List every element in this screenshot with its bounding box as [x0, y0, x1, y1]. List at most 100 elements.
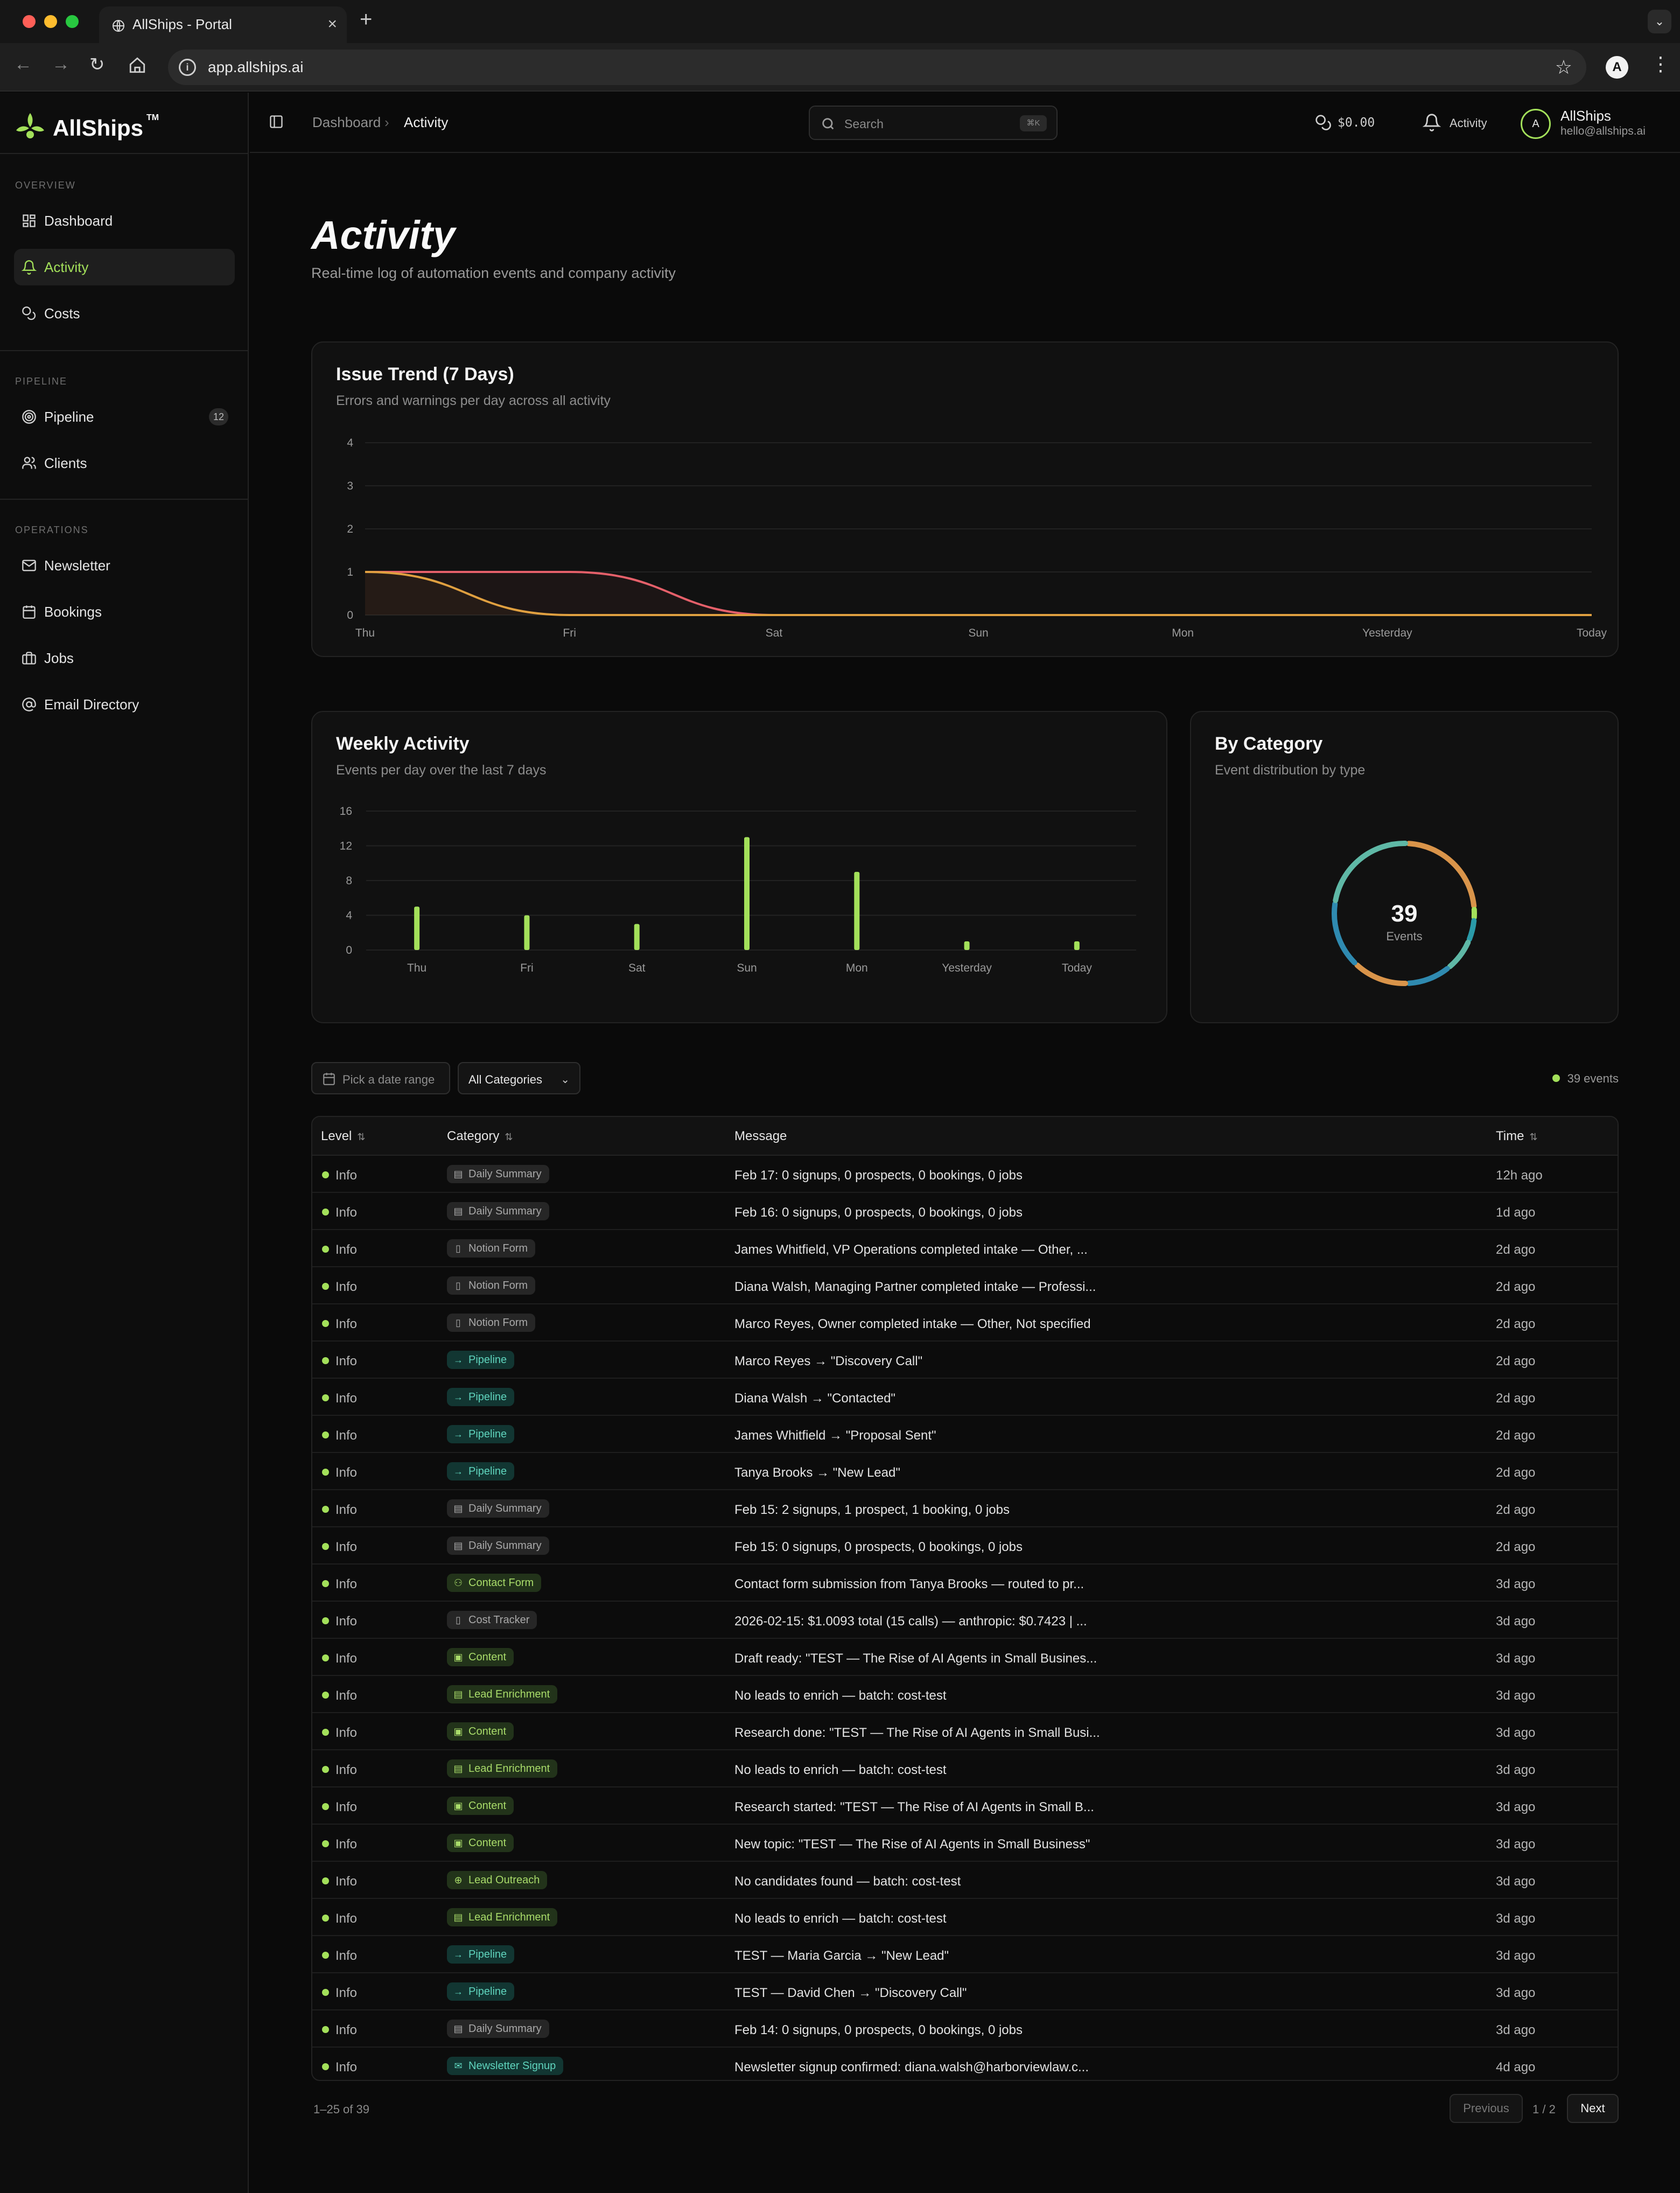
- sidebar-item-newsletter[interactable]: Newsletter: [14, 547, 235, 584]
- column-header-category[interactable]: Category ⇅: [447, 1129, 513, 1143]
- table-row[interactable]: Info ▣ Content New topic: "TEST — The Rise …: [312, 1825, 1618, 1862]
- sidebar-item-label: Jobs: [44, 650, 74, 666]
- window-zoom-button[interactable]: [66, 15, 79, 28]
- chevron-down-icon: ⌄: [561, 1074, 570, 1086]
- table-row[interactable]: Info → Pipeline James Whitfield → "Proposal…: [312, 1416, 1618, 1453]
- previous-page-button[interactable]: Previous: [1450, 2094, 1523, 2123]
- table-row[interactable]: Info ▤ Lead Enrichment No leads to enrich —…: [312, 1899, 1618, 1936]
- category-badge: ▯ Notion Form: [447, 1239, 536, 1258]
- table-row[interactable]: Info → Pipeline Marco Reyes → "Discovery Ca…: [312, 1342, 1618, 1379]
- time-cell: 12h ago: [1496, 1168, 1543, 1183]
- table-row[interactable]: Info ▯ Notion Form Marco Reyes, Owner compl…: [312, 1304, 1618, 1342]
- search-input[interactable]: Search ⌘K: [809, 106, 1058, 140]
- by-category-card: By Category Event distribution by type 3…: [1190, 711, 1619, 1023]
- y-tick-label: 16: [340, 805, 352, 818]
- category-badge: ▣ Content: [447, 1722, 514, 1741]
- sidebar-item-dashboard[interactable]: Dashboard: [14, 202, 235, 239]
- bar: [854, 871, 860, 950]
- sidebar-item-bookings[interactable]: Bookings: [14, 593, 235, 630]
- browser-tab[interactable]: AllShips - Portal ×: [99, 6, 347, 43]
- sidebar-item-pipeline[interactable]: Pipeline 12: [14, 399, 235, 435]
- table-row[interactable]: Info ▣ Content Draft ready: "TEST — The Ris…: [312, 1639, 1618, 1676]
- back-arrow-icon[interactable]: ←: [14, 54, 32, 74]
- x-tick-label: Fri: [563, 627, 576, 639]
- time-cell: 2d ago: [1496, 1317, 1536, 1331]
- column-header-level[interactable]: Level ⇅: [321, 1129, 366, 1143]
- sidebar-item-jobs[interactable]: Jobs: [14, 640, 235, 676]
- category-select[interactable]: All Categories ⌄: [458, 1062, 580, 1094]
- browser-profile-avatar[interactable]: A: [1606, 56, 1628, 79]
- table-row[interactable]: Info → Pipeline TEST — David Chen → "Discov…: [312, 1973, 1618, 2010]
- message-cell: 2026-02-15: $1.0093 total (15 calls) — a…: [734, 1614, 1087, 1629]
- browser-menu-icon[interactable]: ⋮: [1651, 53, 1670, 75]
- table-row[interactable]: Info ⊕ Lead Outreach No candidates found — …: [312, 1862, 1618, 1899]
- sidebar-item-activity[interactable]: Activity: [14, 249, 235, 285]
- sidebar-item-clients[interactable]: Clients: [14, 445, 235, 481]
- bookmark-star-icon[interactable]: ☆: [1555, 56, 1572, 78]
- status-dot: [322, 1283, 329, 1290]
- at-sign-icon: [22, 697, 36, 711]
- table-row[interactable]: Info ▤ Daily Summary Feb 15: 0 signups, 0 p…: [312, 1527, 1618, 1565]
- sidebar-toggle-icon[interactable]: [268, 114, 284, 129]
- level-cell: Info: [322, 1503, 357, 1518]
- user-menu[interactable]: A AllShips hello@allships.ai: [1521, 103, 1671, 142]
- message-cell: No leads to enrich — batch: cost-test: [734, 1688, 947, 1703]
- table-row[interactable]: Info ⚇ Contact Form Contact form submission…: [312, 1565, 1618, 1602]
- category-icon: ▯: [456, 1243, 461, 1254]
- category-icon: ▣: [453, 1652, 463, 1663]
- level-cell: Info: [322, 1948, 357, 1964]
- table-row[interactable]: Info ▯ Cost Tracker 2026-02-15: $1.0093 tot…: [312, 1602, 1618, 1639]
- sidebar-item-costs[interactable]: Costs: [14, 295, 235, 332]
- table-row[interactable]: Info ▤ Daily Summary Feb 15: 2 signups, 1 p…: [312, 1490, 1618, 1527]
- table-row[interactable]: Info ▤ Daily Summary Feb 14: 0 signups, 0 p…: [312, 2010, 1618, 2048]
- table-row[interactable]: Info → Pipeline Diana Walsh → "Contacted" 2d…: [312, 1379, 1618, 1416]
- window-close-button[interactable]: [23, 15, 36, 28]
- sidebar-item-label: Bookings: [44, 604, 102, 620]
- table-row[interactable]: Info ▤ Lead Enrichment No leads to enrich —…: [312, 1750, 1618, 1787]
- level-cell: Info: [322, 1317, 357, 1332]
- sidebar-item-label: Clients: [44, 455, 87, 471]
- table-row[interactable]: Info ▤ Lead Enrichment No leads to enrich —…: [312, 1676, 1618, 1713]
- status-dot: [322, 1654, 329, 1661]
- bell-icon: [22, 260, 37, 275]
- table-row[interactable]: Info → Pipeline Tanya Brooks → "New Lead" 2d…: [312, 1453, 1618, 1490]
- column-header-time[interactable]: Time ⇅: [1496, 1129, 1538, 1143]
- table-row[interactable]: Info ▯ Notion Form James Whitfield, VP Oper…: [312, 1230, 1618, 1267]
- activity-label: Activity: [1450, 116, 1487, 130]
- home-icon[interactable]: [128, 56, 146, 74]
- sidebar-item-email-directory[interactable]: Email Directory: [14, 686, 235, 723]
- category-badge: ▤ Daily Summary: [447, 1499, 549, 1518]
- date-range-picker[interactable]: Pick a date range: [311, 1062, 450, 1094]
- tab-search-button[interactable]: ⌄: [1648, 10, 1671, 33]
- address-bar[interactable]: i app.allships.ai ☆: [168, 50, 1586, 85]
- column-header-message: Message: [734, 1129, 787, 1143]
- table-row[interactable]: Info ▯ Notion Form Diana Walsh, Managing Pa…: [312, 1267, 1618, 1304]
- table-row[interactable]: Info ✉ Newsletter Signup Newsletter signup …: [312, 2048, 1618, 2080]
- message-cell: Marco Reyes → "Discovery Call": [734, 1354, 923, 1368]
- globe-icon: [113, 20, 124, 32]
- table-row[interactable]: Info → Pipeline TEST — Maria Garcia → "New …: [312, 1936, 1618, 1973]
- next-page-button[interactable]: Next: [1567, 2094, 1619, 2123]
- url-text[interactable]: app.allships.ai: [208, 59, 304, 75]
- reload-icon[interactable]: ↻: [89, 54, 105, 75]
- status-dot: [322, 1580, 329, 1587]
- tab-title: AllShips - Portal: [132, 16, 232, 32]
- breadcrumb-dashboard[interactable]: Dashboard: [312, 114, 381, 130]
- status-dot: [322, 1952, 329, 1959]
- table-row[interactable]: Info ▣ Content Research started: "TEST — Th…: [312, 1787, 1618, 1825]
- forward-arrow-icon[interactable]: →: [52, 54, 70, 74]
- sidebar-item-label: Pipeline: [44, 409, 94, 425]
- y-tick-label: 0: [346, 944, 352, 956]
- window-minimize-button[interactable]: [44, 15, 57, 28]
- time-cell: 3d ago: [1496, 1911, 1536, 1926]
- site-info-icon[interactable]: i: [179, 59, 196, 76]
- search-shortcut: ⌘K: [1020, 115, 1047, 131]
- weekly-activity-subtitle: Events per day over the last 7 days: [336, 763, 547, 778]
- table-row[interactable]: Info ▤ Daily Summary Feb 17: 0 signups, 0 p…: [312, 1156, 1618, 1193]
- close-tab-icon[interactable]: ×: [327, 15, 337, 33]
- level-cell: Info: [322, 1911, 357, 1926]
- category-icon: ▣: [453, 1726, 463, 1737]
- new-tab-button[interactable]: +: [360, 8, 373, 31]
- table-row[interactable]: Info ▤ Daily Summary Feb 16: 0 signups, 0 p…: [312, 1193, 1618, 1230]
- table-row[interactable]: Info ▣ Content Research done: "TEST — The R…: [312, 1713, 1618, 1750]
